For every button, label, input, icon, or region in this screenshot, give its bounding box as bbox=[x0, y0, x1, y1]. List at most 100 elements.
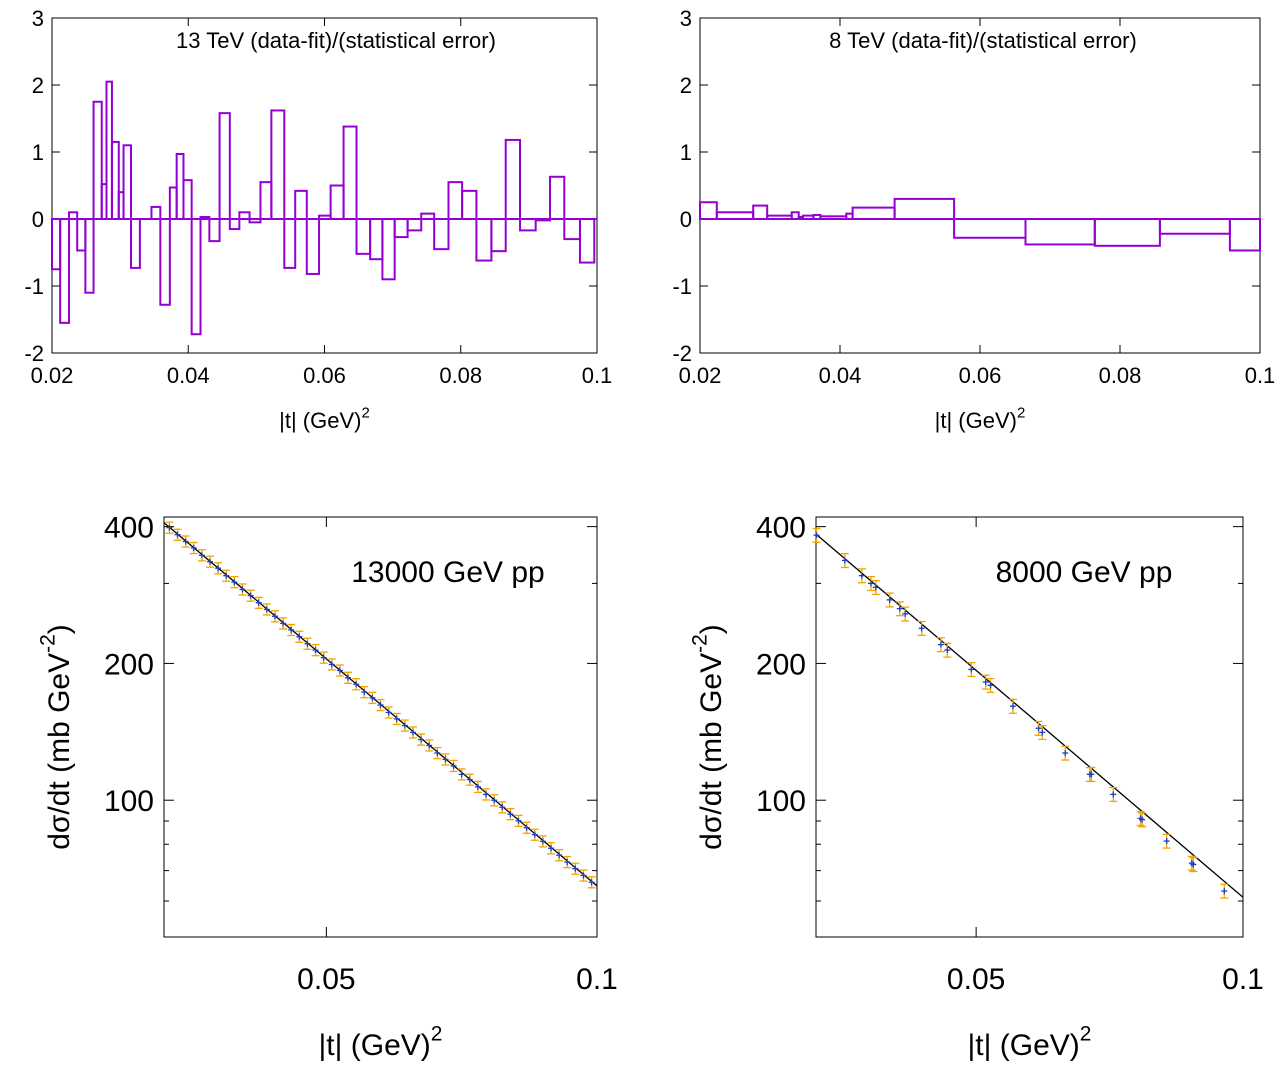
residual-bar bbox=[182, 179, 193, 220]
x-axis-label-text: |t| (GeV)2 bbox=[319, 1022, 443, 1062]
residual-bar bbox=[294, 189, 308, 220]
residual-bar bbox=[1093, 218, 1161, 247]
residual-bar bbox=[578, 218, 596, 264]
residual-bar bbox=[305, 218, 321, 275]
residual-bar bbox=[329, 184, 345, 220]
y-axis-label-tail: ) bbox=[43, 624, 76, 634]
residual-bar bbox=[68, 211, 79, 221]
residual-bar bbox=[130, 218, 141, 269]
x-tick-label: 0.06 bbox=[303, 363, 346, 388]
residual-bar bbox=[548, 175, 566, 220]
panel-title: 13000 GeV pp bbox=[351, 556, 545, 589]
y-tick-label: -2 bbox=[672, 341, 692, 366]
y-tick-label: 100 bbox=[104, 785, 154, 818]
y-tick-label: 100 bbox=[756, 785, 806, 818]
x-axis-label: |t| (GeV)2 bbox=[968, 1022, 1092, 1062]
plot-frame bbox=[51, 17, 598, 354]
y-tick-label: 0 bbox=[680, 207, 692, 232]
residual-bar bbox=[159, 218, 171, 306]
residual-bar bbox=[381, 218, 396, 281]
residual-bar bbox=[84, 218, 95, 294]
x-axis-label: |t| (GeV)2 bbox=[319, 1022, 443, 1062]
x-axis-label: |t| (GeV)2 bbox=[279, 405, 370, 434]
y-axis-label-main: dσ/dt (mb GeV bbox=[43, 653, 76, 850]
residual-bar bbox=[1158, 218, 1231, 235]
residual-bar bbox=[851, 206, 896, 221]
y-axis-label-text: dσ/dt (mb GeV-2) bbox=[36, 624, 76, 850]
x-tick-label: 0.08 bbox=[1099, 363, 1142, 388]
panel-title: 8000 GeV pp bbox=[996, 556, 1173, 589]
x-axis-label-sup: 2 bbox=[1080, 1022, 1092, 1045]
x-axis-label-sup: 2 bbox=[1017, 405, 1025, 422]
residual-bar bbox=[699, 201, 718, 220]
residual-bar bbox=[208, 218, 221, 243]
x-axis-label-main: |t| (GeV) bbox=[319, 1029, 431, 1062]
residual-bar bbox=[92, 100, 103, 220]
y-tick-label: 3 bbox=[680, 6, 692, 31]
residual-bar bbox=[475, 218, 493, 262]
residual-bar bbox=[122, 144, 133, 220]
y-tick-label: -1 bbox=[24, 274, 44, 299]
residual-bar bbox=[433, 218, 450, 251]
residual-bar bbox=[461, 189, 478, 220]
plot-frame bbox=[163, 516, 598, 938]
x-tick-label: 0.08 bbox=[439, 363, 482, 388]
x-tick-label: 0.02 bbox=[679, 363, 722, 388]
residual-bar bbox=[110, 140, 120, 220]
residual-bar bbox=[1228, 218, 1262, 252]
y-tick-label: 1 bbox=[32, 140, 44, 165]
residual-bar bbox=[168, 186, 178, 220]
residual-panel-1: -2 -1 0 1 2 3 0.02 0.04 0.06 0.08 0.1 8 TeV (data-f… bbox=[672, 6, 1275, 433]
x-tick-label: 0.02 bbox=[31, 363, 74, 388]
x-axis-label-text: |t| (GeV)2 bbox=[935, 405, 1026, 434]
y-axis-label-main: dσ/dt (mb GeV bbox=[695, 653, 728, 850]
residual-bar bbox=[893, 197, 956, 220]
x-tick-label: 0.05 bbox=[947, 963, 1005, 996]
residual-bar bbox=[150, 205, 162, 221]
residual-bar bbox=[447, 181, 464, 220]
residual-bar bbox=[270, 109, 286, 220]
y-axis-label-sup: -2 bbox=[688, 634, 711, 653]
panel-title: 13 TeV (data-fit)/(statistical error) bbox=[176, 28, 496, 53]
residual-bar bbox=[76, 218, 87, 252]
y-tick-label: -2 bbox=[24, 341, 44, 366]
x-tick-label: 0.1 bbox=[1245, 363, 1276, 388]
x-axis-label: |t| (GeV)2 bbox=[935, 405, 1026, 434]
x-axis-label-sup: 2 bbox=[431, 1022, 443, 1045]
x-axis-label-main: |t| (GeV) bbox=[279, 408, 361, 433]
fit-line bbox=[815, 533, 1244, 898]
x-axis-label-sup: 2 bbox=[361, 405, 369, 422]
plot-frame bbox=[815, 516, 1244, 938]
cross-section-panel-2: 100 200 400 0.05 0.1 13000 GeV pp |t| (GeV)2 dσ… bbox=[36, 512, 618, 1062]
residual-bar bbox=[790, 211, 800, 221]
residual-bar bbox=[175, 153, 185, 220]
residual-bar bbox=[259, 181, 273, 220]
y-axis-label: dσ/dt (mb GeV-2) bbox=[688, 624, 728, 850]
x-axis-label-text: |t| (GeV)2 bbox=[279, 405, 370, 434]
residual-bar bbox=[519, 218, 537, 232]
y-tick-label: 400 bbox=[104, 512, 154, 545]
y-tick-label: -1 bbox=[672, 274, 692, 299]
residual-bar bbox=[953, 218, 1027, 239]
residual-bar bbox=[51, 218, 62, 271]
residual-bar bbox=[563, 218, 581, 241]
x-tick-label: 0.06 bbox=[959, 363, 1002, 388]
residual-bar bbox=[190, 218, 202, 336]
residual-bar bbox=[715, 211, 755, 221]
x-tick-label: 0.04 bbox=[167, 363, 210, 388]
x-axis-label-text: |t| (GeV)2 bbox=[968, 1022, 1092, 1062]
residual-bar bbox=[369, 218, 384, 261]
y-tick-label: 2 bbox=[32, 73, 44, 98]
y-axis-label-text: dσ/dt (mb GeV-2) bbox=[688, 624, 728, 850]
residual-bar bbox=[355, 218, 372, 255]
y-tick-label: 1 bbox=[680, 140, 692, 165]
residual-bar bbox=[59, 218, 71, 324]
plot-frame bbox=[699, 17, 1261, 354]
cross-section-panel-3: 100 200 400 0.05 0.1 8000 GeV pp |t| (GeV)2 dσ/… bbox=[688, 512, 1264, 1062]
residual-bar bbox=[393, 218, 409, 239]
x-axis-label-main: |t| (GeV) bbox=[935, 408, 1017, 433]
y-axis-label-sup: -2 bbox=[36, 634, 59, 653]
y-tick-label: 200 bbox=[756, 648, 806, 681]
panel-title: 8 TeV (data-fit)/(statistical error) bbox=[829, 28, 1137, 53]
x-axis-label-main: |t| (GeV) bbox=[968, 1029, 1080, 1062]
